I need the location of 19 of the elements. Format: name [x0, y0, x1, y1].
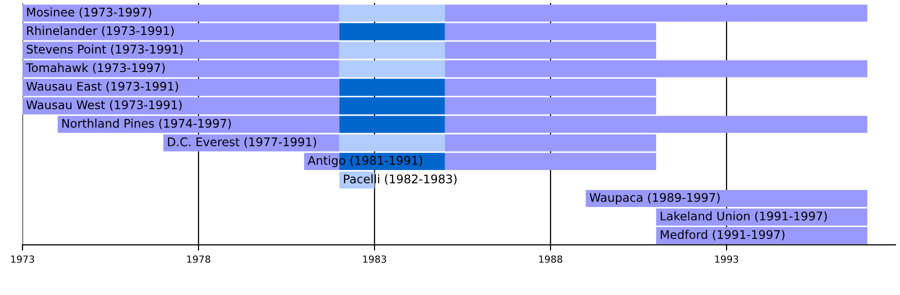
- x-tick-label: 1973: [11, 255, 34, 263]
- y-tick-label: Stevens Point (1973-1991): [26, 44, 183, 56]
- y-tick-label: Lakeland Union (1991-1997): [660, 211, 827, 222]
- bar: [339, 134, 445, 152]
- y-tick-label: Waupaca (1989-1997): [590, 192, 720, 204]
- y-tick-label: Wausau West (1973-1991): [26, 100, 182, 111]
- y-tick-label: Rhinelander (1973-1991): [27, 26, 174, 36]
- y-tick-label: Medford (1991-1997): [660, 230, 784, 240]
- x-tick-label: 1983: [363, 255, 386, 263]
- bar: [339, 23, 445, 40]
- y-tick-label: D.C. Everest (1977-1991): [168, 137, 316, 148]
- y-tick-label: Tomahawk (1973-1997): [26, 63, 165, 74]
- bar: [339, 4, 445, 22]
- x-tick-label: 1988: [539, 255, 562, 263]
- x-tick-label: 1993: [715, 255, 738, 263]
- y-tick-label: Mosinee (1973-1997): [27, 7, 152, 18]
- x-tick-label: 1978: [187, 255, 210, 263]
- y-tick-label: Wausau East (1973-1991): [26, 82, 178, 92]
- y-tick-label: Northland Pines (1974-1997): [62, 118, 231, 130]
